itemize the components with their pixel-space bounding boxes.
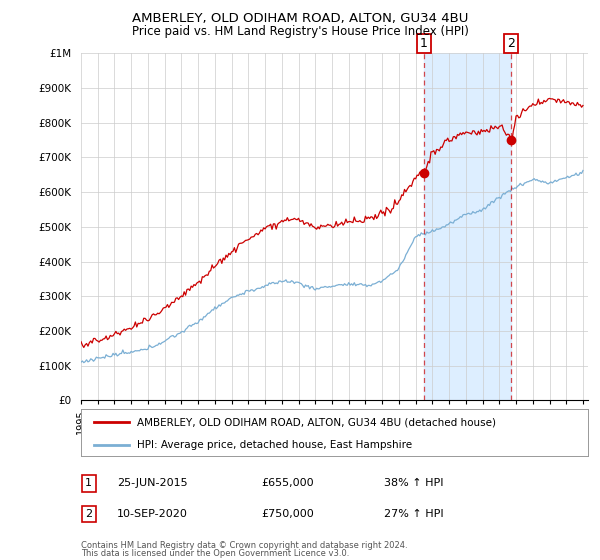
- Text: 1: 1: [85, 478, 92, 488]
- Bar: [424, 53, 511, 400]
- Text: £750,000: £750,000: [261, 509, 314, 519]
- Text: 25-JUN-2015: 25-JUN-2015: [117, 478, 188, 488]
- Text: £655,000: £655,000: [261, 478, 314, 488]
- Text: AMBERLEY, OLD ODIHAM ROAD, ALTON, GU34 4BU (detached house): AMBERLEY, OLD ODIHAM ROAD, ALTON, GU34 4…: [137, 417, 496, 427]
- Text: This data is licensed under the Open Government Licence v3.0.: This data is licensed under the Open Gov…: [81, 549, 349, 558]
- Text: 2: 2: [85, 509, 92, 519]
- Text: Contains HM Land Registry data © Crown copyright and database right 2024.: Contains HM Land Registry data © Crown c…: [81, 541, 407, 550]
- Text: Price paid vs. HM Land Registry's House Price Index (HPI): Price paid vs. HM Land Registry's House …: [131, 25, 469, 38]
- Text: HPI: Average price, detached house, East Hampshire: HPI: Average price, detached house, East…: [137, 440, 412, 450]
- Text: 10-SEP-2020: 10-SEP-2020: [117, 509, 188, 519]
- Text: 1: 1: [420, 37, 428, 50]
- Text: 2: 2: [507, 37, 515, 50]
- Text: AMBERLEY, OLD ODIHAM ROAD, ALTON, GU34 4BU: AMBERLEY, OLD ODIHAM ROAD, ALTON, GU34 4…: [132, 12, 468, 25]
- Text: 38% ↑ HPI: 38% ↑ HPI: [384, 478, 443, 488]
- Text: 27% ↑ HPI: 27% ↑ HPI: [384, 509, 443, 519]
